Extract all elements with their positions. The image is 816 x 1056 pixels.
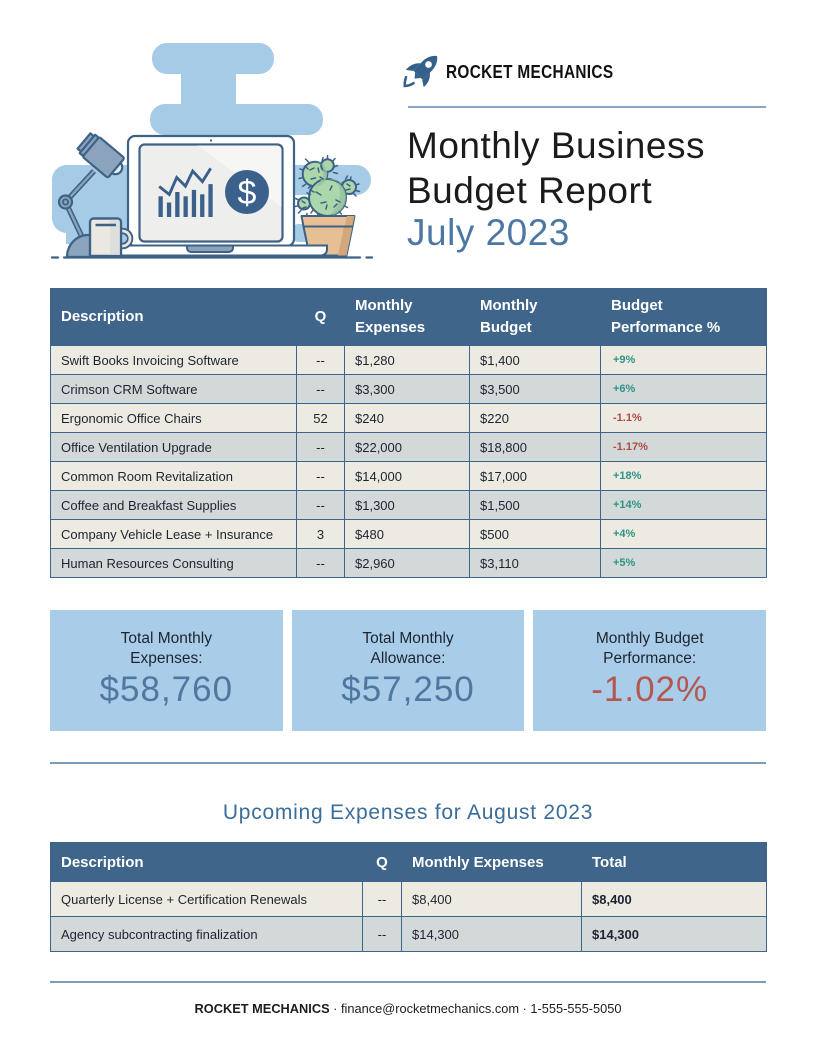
svg-text:$: $ xyxy=(238,174,257,212)
